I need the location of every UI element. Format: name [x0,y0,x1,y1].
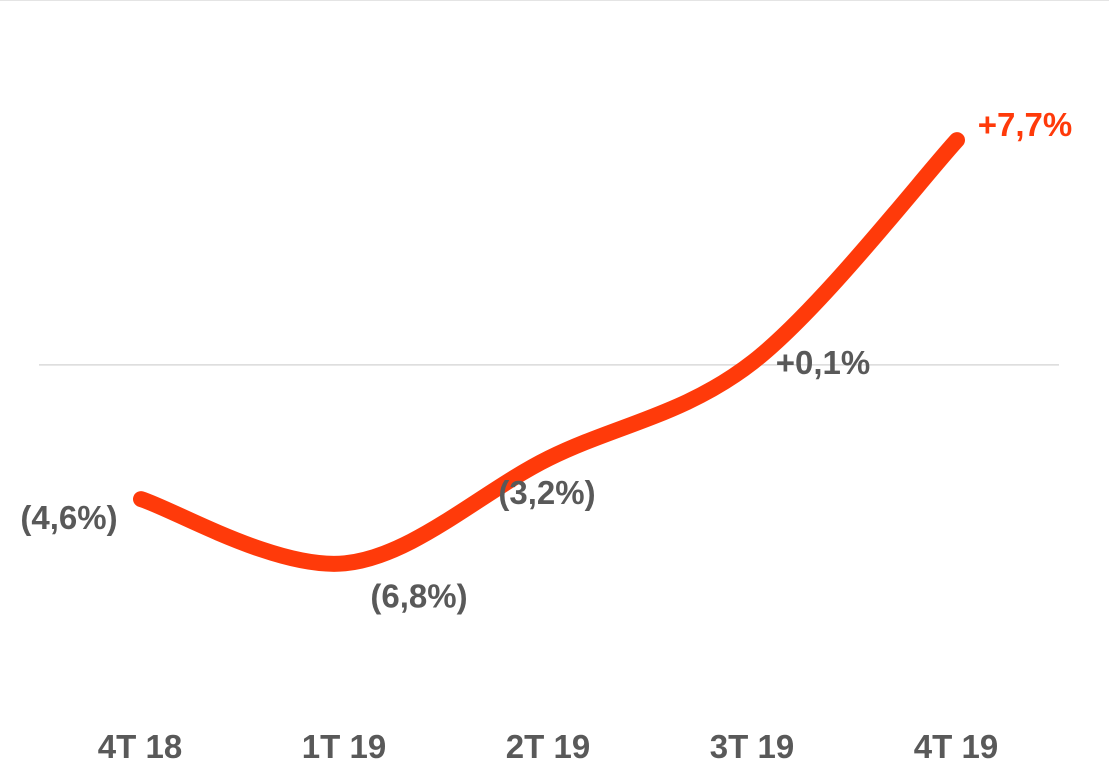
data-label-3t19: +0,1% [776,344,871,381]
data-label-2t19: (3,2%) [498,474,595,511]
top-border [0,0,1109,1]
x-tick-label-2t19: 2T 19 [506,728,590,765]
x-tick-label-3t19: 3T 19 [710,728,794,765]
data-label-4t18: (4,6%) [20,499,117,536]
data-labels: (4,6%) (6,8%) (3,2%) +0,1% +7,7% [20,106,1072,614]
series-line [133,132,965,572]
x-tick-label-4t19: 4T 19 [914,728,998,765]
x-tick-label-1t19: 1T 19 [302,728,386,765]
x-tick-label-4t18: 4T 18 [98,728,182,765]
data-label-4t19: +7,7% [978,106,1073,143]
data-label-1t19: (6,8%) [370,577,467,614]
x-axis-labels: 4T 18 1T 19 2T 19 3T 19 4T 19 [98,728,998,765]
